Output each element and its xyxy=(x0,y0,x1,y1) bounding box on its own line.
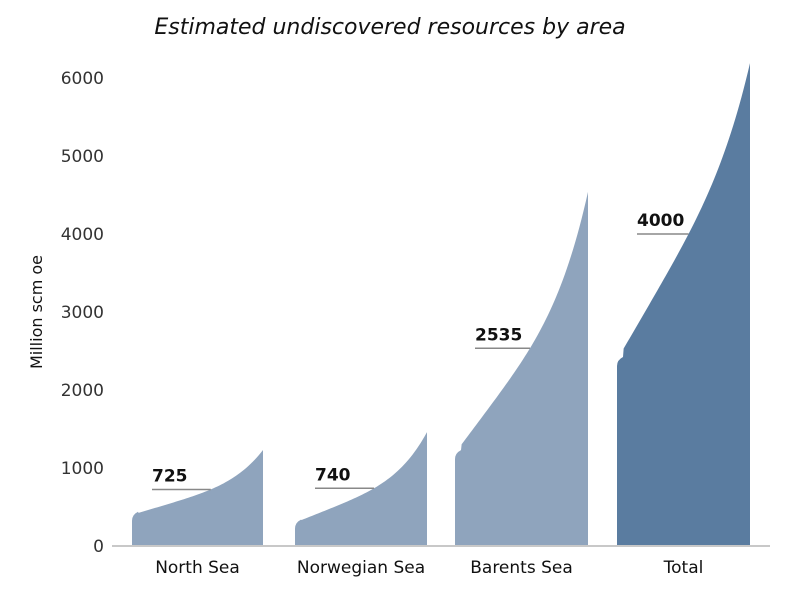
expected-value-label: 4000 xyxy=(637,211,684,231)
x-category-label: Norwegian Sea xyxy=(297,558,425,578)
area-norwegian-sea xyxy=(295,432,427,546)
expected-value-label: 725 xyxy=(152,466,188,486)
y-axis-label: Million scm oe xyxy=(27,255,46,369)
x-category-label: Barents Sea xyxy=(470,558,573,578)
expected-value-label: 740 xyxy=(315,465,351,485)
area-north-sea xyxy=(132,450,263,546)
y-tick-label: 6000 xyxy=(61,69,104,89)
x-category-label: North Sea xyxy=(155,558,240,578)
y-tick-label: 1000 xyxy=(61,459,104,479)
y-tick-label: 2000 xyxy=(61,381,104,401)
expected-value-label: 2535 xyxy=(475,325,522,345)
area-barents-sea xyxy=(455,191,588,546)
y-tick-label: 5000 xyxy=(61,147,104,167)
area-total xyxy=(617,63,750,547)
y-tick-label: 3000 xyxy=(61,303,104,323)
x-category-label: Total xyxy=(663,558,704,578)
y-tick-label: 4000 xyxy=(61,225,104,245)
y-tick-label: 0 xyxy=(93,537,104,557)
chart-title: Estimated undiscovered resources by area xyxy=(154,15,625,40)
